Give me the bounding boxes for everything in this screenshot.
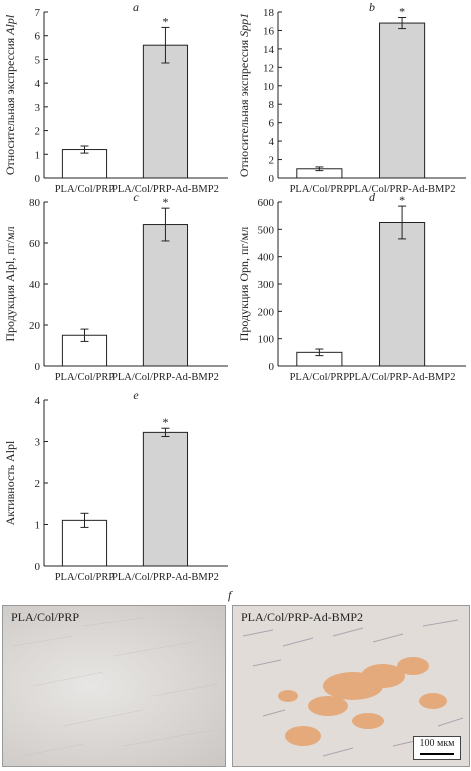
chart-a-bar-1	[142, 44, 189, 179]
chart-c-ytick-label-0: 0	[35, 361, 41, 373]
chart-e-bar-0	[61, 519, 108, 567]
chart-a-ytick-label-0: 0	[35, 173, 41, 185]
chart-a-ytick-label-5: 5	[35, 54, 41, 66]
chart-c-panel-letter: c	[133, 190, 139, 204]
scale-bar-label: 100 мкм	[419, 738, 455, 749]
chart-e-ytick-label-4: 4	[35, 395, 41, 407]
chart-b-category-label-1: PLA/Col/PRP-Ad-BMP2	[349, 184, 456, 195]
chart-e-ytick-label-2: 2	[35, 478, 41, 490]
chart-a-ytick-label-7: 7	[35, 7, 41, 19]
chart-b-bar-1	[379, 22, 426, 179]
chart-d-ytick-label-3: 300	[258, 279, 275, 291]
chart-c-ytick-label-1: 20	[29, 320, 41, 332]
scale-bar-line	[420, 753, 454, 755]
chart-b-ytick-label-4: 8	[269, 99, 275, 111]
photo-right-texture	[242, 619, 464, 757]
chart-d-ytick-label-5: 500	[258, 224, 275, 236]
chart-a-bar-0	[61, 149, 108, 179]
chart-d-ytick-label-4: 400	[258, 252, 275, 264]
chart-c-category-label-0: PLA/Col/PRP	[55, 372, 115, 383]
chart-b-ylabel: Относительная экспрессия Spp1	[237, 13, 251, 177]
chart-e-ytick-label-3: 3	[35, 437, 41, 449]
chart-e-bar-1	[142, 431, 189, 567]
chart-b-significance-1: *	[399, 5, 405, 19]
photo-right: PLA/Col/PRP-Ad-BMP2 100 мкм	[232, 605, 470, 767]
photo-left-label: PLA/Col/PRP	[11, 610, 80, 624]
chart-e-ylabel: Активность Alpl	[3, 440, 17, 525]
chart-a-ytick-label-3: 3	[35, 102, 41, 114]
chart-d-ytick-label-6: 600	[258, 197, 275, 209]
chart-e-ytick-label-1: 1	[35, 520, 41, 532]
chart-a-significance-1: *	[162, 14, 168, 28]
chart-d-ytick-label-2: 200	[258, 306, 275, 318]
chart-b-ytick-label-3: 6	[269, 118, 275, 130]
chart-c-significance-1: *	[162, 195, 168, 209]
chart-b-ytick-label-8: 16	[263, 25, 275, 37]
photo-right-label: PLA/Col/PRP-Ad-BMP2	[241, 610, 364, 624]
panel-f-letter: f	[228, 588, 232, 602]
chart-c-ytick-label-3: 60	[29, 238, 41, 250]
chart-c-ytick-label-2: 40	[29, 279, 41, 291]
photo-left-texture	[12, 617, 219, 757]
chart-a-category-label-1: PLA/Col/PRP-Ad-BMP2	[112, 184, 219, 195]
chart-b-ylabel-gene: Spp1	[237, 13, 251, 37]
chart-d-significance-1: *	[399, 193, 405, 207]
chart-c-ytick-label-4: 80	[29, 197, 41, 209]
scale-bar: 100 мкм	[413, 736, 461, 760]
photo-left: PLA/Col/PRP	[2, 605, 226, 767]
chart-a-category-label-0: PLA/Col/PRP	[55, 184, 115, 195]
chart-a-ytick-label-4: 4	[35, 78, 41, 90]
chart-a-panel-letter: a	[133, 0, 139, 14]
chart-b-ytick-label-9: 18	[263, 7, 275, 19]
chart-d-panel-letter: d	[369, 190, 376, 204]
chart-c-category-label-1: PLA/Col/PRP-Ad-BMP2	[112, 372, 219, 383]
chart-a-ytick-label-2: 2	[35, 126, 41, 138]
chart-b-panel-letter: b	[369, 0, 375, 14]
chart-e-category-label-0: PLA/Col/PRP	[55, 572, 115, 583]
chart-a-ylabel: Относительная экспрессия Alpl	[3, 14, 17, 175]
chart-b-ytick-label-0: 0	[269, 173, 275, 185]
chart-e-ytick-label-0: 0	[35, 561, 41, 573]
chart-d-ytick-label-1: 100	[258, 334, 275, 346]
chart-d-ytick-label-0: 0	[269, 361, 275, 373]
chart-d-category-label-0: PLA/Col/PRP	[290, 372, 350, 383]
chart-e-significance-1: *	[162, 415, 168, 429]
chart-a-ytick-label-6: 6	[35, 31, 41, 43]
chart-e-panel-letter: e	[133, 388, 139, 402]
chart-b-category-label-0: PLA/Col/PRP	[290, 184, 350, 195]
chart-d-bar-1	[379, 222, 426, 367]
chart-c-bar-1	[142, 224, 189, 367]
chart-a-ytick-label-1: 1	[35, 149, 41, 161]
chart-b-ytick-label-5: 10	[263, 81, 275, 93]
chart-a-ylabel-gene: Alpl	[3, 14, 17, 36]
chart-b-ytick-label-2: 4	[269, 136, 275, 148]
chart-b-ytick-label-1: 2	[269, 155, 275, 167]
chart-b-ytick-label-7: 14	[263, 44, 275, 56]
chart-b-ytick-label-6: 12	[263, 62, 274, 74]
chart-c-ylabel: Продукция Alpl, пг/мл	[3, 226, 17, 341]
chart-d-ylabel: Продукция Opn, пг/мл	[237, 227, 251, 342]
chart-d-category-label-1: PLA/Col/PRP-Ad-BMP2	[349, 372, 456, 383]
chart-e-category-label-1: PLA/Col/PRP-Ad-BMP2	[112, 572, 219, 583]
